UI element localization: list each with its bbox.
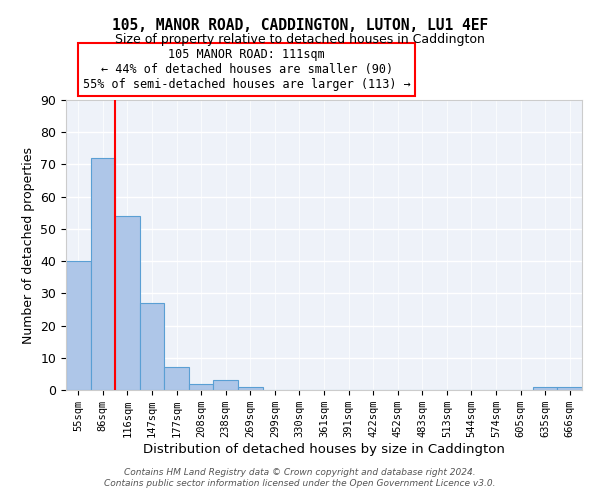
Bar xyxy=(557,387,582,390)
Bar xyxy=(115,216,140,390)
Bar xyxy=(91,158,115,390)
Text: 105, MANOR ROAD, CADDINGTON, LUTON, LU1 4EF: 105, MANOR ROAD, CADDINGTON, LUTON, LU1 … xyxy=(112,18,488,32)
Bar xyxy=(140,303,164,390)
Text: 105 MANOR ROAD: 111sqm
← 44% of detached houses are smaller (90)
55% of semi-det: 105 MANOR ROAD: 111sqm ← 44% of detached… xyxy=(83,48,410,91)
X-axis label: Distribution of detached houses by size in Caddington: Distribution of detached houses by size … xyxy=(143,443,505,456)
Bar xyxy=(238,387,263,390)
Y-axis label: Number of detached properties: Number of detached properties xyxy=(22,146,35,344)
Text: Contains HM Land Registry data © Crown copyright and database right 2024.
Contai: Contains HM Land Registry data © Crown c… xyxy=(104,468,496,487)
Bar xyxy=(533,387,557,390)
Bar xyxy=(164,368,189,390)
Bar xyxy=(66,261,91,390)
Bar xyxy=(214,380,238,390)
Bar xyxy=(189,384,214,390)
Text: Size of property relative to detached houses in Caddington: Size of property relative to detached ho… xyxy=(115,32,485,46)
